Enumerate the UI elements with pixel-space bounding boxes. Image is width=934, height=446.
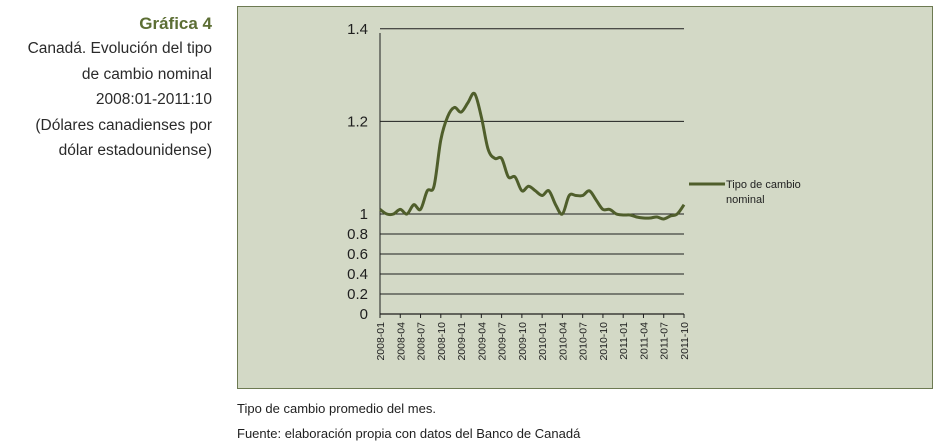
- note-text: Tipo de cambio promedio del mes.: [237, 401, 436, 416]
- source-text: Fuente: elaboración propia con datos del…: [237, 426, 581, 441]
- y-tick-label: 0.6: [347, 246, 368, 263]
- x-tick-label: 2010-07: [578, 322, 590, 361]
- figure-caption: Gráfica 4 Canadá. Evolución del tipo de …: [0, 12, 212, 164]
- y-tick-label: 0.4: [347, 266, 368, 283]
- x-tick-label: 2009-04: [476, 322, 488, 361]
- x-tick-label: 2008-04: [395, 322, 407, 361]
- y-tick-label: 0.2: [347, 286, 368, 303]
- caption-line-1: Canadá. Evolución del tipo: [27, 40, 212, 57]
- x-tick-label: 2011-10: [679, 322, 691, 360]
- caption-line-5: dólar estadounidense): [58, 142, 212, 159]
- x-tick-label: 2010-01: [537, 322, 549, 361]
- x-tick-label: 2009-10: [517, 322, 529, 361]
- x-tick-label: 2009-01: [456, 322, 468, 361]
- y-tick-label: 1.4: [347, 21, 368, 38]
- line-chart: 1.4 1.2 1 0.8 0.6 0.4 0.2 0 2008-01 2008-04 2008-0…: [347, 21, 801, 361]
- caption-line-4: (Dólares canadienses por: [35, 116, 212, 134]
- x-tick-label: 2011-04: [638, 322, 650, 360]
- y-tick-label: 1: [360, 206, 368, 223]
- figure-number: Gráfica 4: [139, 14, 212, 33]
- x-tick-label: 2008-01: [375, 322, 387, 361]
- x-tick-label: 2009-07: [497, 322, 509, 361]
- caption-line-2: de cambio nominal: [81, 65, 212, 83]
- x-tick-label: 2011-07: [659, 322, 671, 360]
- x-tick-label: 2008-07: [416, 322, 428, 361]
- legend-label-line-2: nominal: [726, 194, 765, 206]
- series-line: [379, 91, 686, 221]
- caption-line-3: 2008:01-2011:10: [95, 91, 212, 108]
- x-tick-label: 2010-10: [598, 322, 610, 361]
- legend-label-line-1: Tipo de cambio: [726, 179, 801, 191]
- chart-notes: Tipo de cambio promedio del mes. Fuente:…: [237, 396, 580, 446]
- x-tick-label: 2011-01: [618, 322, 630, 360]
- y-tick-label: 0.8: [347, 226, 368, 243]
- y-tick-label: 1.2: [347, 113, 368, 130]
- x-tick-label: 2008-10: [436, 322, 448, 361]
- y-tick-label: 0: [360, 306, 368, 323]
- chart-panel: 1.4 1.2 1 0.8 0.6 0.4 0.2 0 2008-01 2008-04 2008-0…: [237, 6, 933, 389]
- x-tick-label: 2010-04: [557, 322, 569, 361]
